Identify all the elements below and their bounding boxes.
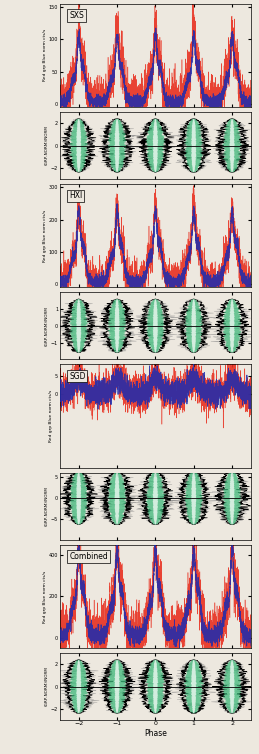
Text: Combined: Combined: [69, 552, 108, 561]
Polygon shape: [76, 471, 82, 525]
Y-axis label: (GRP-NORM)/NORM: (GRP-NORM)/NORM: [45, 306, 49, 346]
Y-axis label: Red grp Blue norm cts/s: Red grp Blue norm cts/s: [49, 390, 53, 442]
Y-axis label: Red grp Blue norm cts/s: Red grp Blue norm cts/s: [43, 210, 47, 262]
Polygon shape: [152, 660, 159, 713]
X-axis label: Phase: Phase: [144, 729, 167, 738]
Polygon shape: [183, 660, 204, 713]
Polygon shape: [145, 299, 166, 353]
Polygon shape: [229, 118, 235, 173]
Polygon shape: [69, 660, 89, 713]
Polygon shape: [107, 118, 127, 173]
Polygon shape: [191, 118, 197, 173]
Polygon shape: [222, 660, 242, 713]
Y-axis label: Red grp Blue norm cts/s: Red grp Blue norm cts/s: [43, 29, 47, 81]
Polygon shape: [222, 299, 242, 353]
Polygon shape: [229, 660, 235, 713]
Text: SXS: SXS: [69, 11, 84, 20]
Polygon shape: [183, 471, 204, 525]
Polygon shape: [191, 471, 197, 525]
Polygon shape: [229, 471, 235, 525]
Polygon shape: [183, 118, 204, 173]
Polygon shape: [145, 118, 166, 173]
Polygon shape: [114, 660, 120, 713]
Polygon shape: [107, 299, 127, 353]
Y-axis label: Red grp Blue norm cts/s: Red grp Blue norm cts/s: [43, 570, 47, 623]
Polygon shape: [184, 299, 204, 353]
Y-axis label: (GRP-NORM)/NORM: (GRP-NORM)/NORM: [45, 126, 49, 165]
Y-axis label: (GRP-NORM)/NORM: (GRP-NORM)/NORM: [45, 486, 49, 526]
Polygon shape: [68, 118, 89, 173]
Polygon shape: [114, 299, 120, 353]
Text: SGD: SGD: [69, 372, 86, 381]
Polygon shape: [107, 471, 127, 525]
Polygon shape: [222, 118, 242, 173]
Polygon shape: [191, 299, 197, 353]
Polygon shape: [153, 118, 158, 173]
Polygon shape: [152, 299, 159, 353]
Polygon shape: [229, 299, 235, 353]
Polygon shape: [145, 471, 166, 525]
Polygon shape: [191, 660, 197, 713]
Text: HXI: HXI: [69, 192, 82, 201]
Y-axis label: (GRP-NORM)/NORM: (GRP-NORM)/NORM: [45, 667, 49, 706]
Polygon shape: [145, 660, 166, 713]
Polygon shape: [76, 660, 82, 713]
Polygon shape: [114, 471, 120, 525]
Polygon shape: [76, 118, 82, 173]
Polygon shape: [114, 118, 120, 173]
Polygon shape: [68, 299, 89, 353]
Polygon shape: [106, 660, 128, 713]
Polygon shape: [76, 299, 82, 353]
Polygon shape: [152, 471, 159, 525]
Polygon shape: [68, 471, 90, 525]
Polygon shape: [222, 471, 242, 525]
